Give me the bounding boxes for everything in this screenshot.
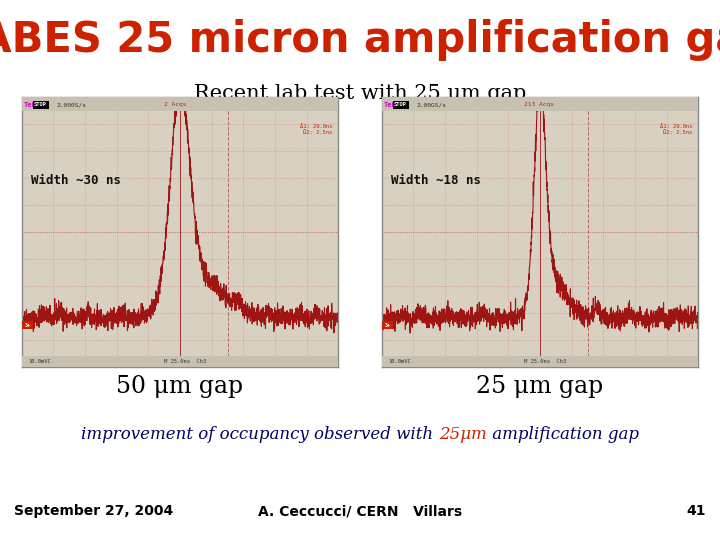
Text: 25 μm gap: 25 μm gap xyxy=(477,375,603,399)
Bar xyxy=(22,97,338,111)
Text: amplification gap: amplification gap xyxy=(487,426,639,443)
Text: Δ1: 29.0ns
Ω2: 2.5ns: Δ1: 29.0ns Ω2: 2.5ns xyxy=(300,124,332,135)
Bar xyxy=(382,356,698,367)
Text: 2.00GS/s: 2.00GS/s xyxy=(416,102,446,107)
Text: M 25.0ns  Ch3: M 25.0ns Ch3 xyxy=(164,359,207,364)
Text: Recent lab test with 25 μm gap: Recent lab test with 25 μm gap xyxy=(194,84,526,103)
Bar xyxy=(392,101,408,109)
Text: STOP: STOP xyxy=(34,102,47,107)
Text: 50 μm gap: 50 μm gap xyxy=(117,375,243,399)
Text: Δ1: 29.0ns
Ω2: 2.5ns: Δ1: 29.0ns Ω2: 2.5ns xyxy=(660,124,692,135)
Text: September 27, 2004: September 27, 2004 xyxy=(14,504,174,518)
Text: 10.0mVC: 10.0mVC xyxy=(388,359,410,364)
Text: KABES 25 micron amplification gap: KABES 25 micron amplification gap xyxy=(0,19,720,61)
Bar xyxy=(382,97,698,111)
Text: Tek: Tek xyxy=(384,102,397,108)
Text: STOP: STOP xyxy=(394,102,407,107)
Text: 2.000S/s: 2.000S/s xyxy=(56,102,86,107)
Text: A. Ceccucci/ CERN   Villars: A. Ceccucci/ CERN Villars xyxy=(258,504,462,518)
Text: Width ~18 ns: Width ~18 ns xyxy=(391,173,481,187)
Text: improvement of occupancy observed with: improvement of occupancy observed with xyxy=(81,426,438,443)
Bar xyxy=(22,321,33,329)
Text: 25μm: 25μm xyxy=(438,426,487,443)
Text: M 25.0ns  Ch3: M 25.0ns Ch3 xyxy=(524,359,567,364)
Bar xyxy=(382,321,393,329)
Text: Width ~30 ns: Width ~30 ns xyxy=(31,173,121,187)
Bar xyxy=(22,356,338,367)
Text: Tek: Tek xyxy=(24,102,37,108)
Text: 10.0mVC: 10.0mVC xyxy=(28,359,50,364)
Text: 213 Acqs: 213 Acqs xyxy=(524,102,554,107)
Bar xyxy=(32,101,48,109)
Text: 2 Acqs: 2 Acqs xyxy=(164,102,186,107)
Text: 3+: 3+ xyxy=(24,323,30,328)
Text: 41: 41 xyxy=(686,504,706,518)
Text: 3+: 3+ xyxy=(384,323,390,328)
